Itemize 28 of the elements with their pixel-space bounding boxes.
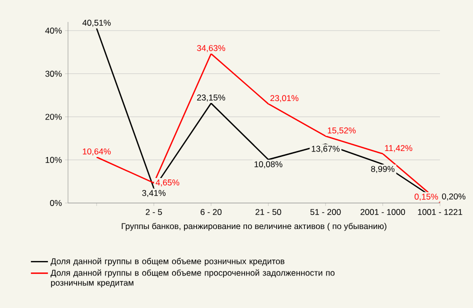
legend-label: Доля данной группы в общем объеме розничных кредитов — [50, 258, 284, 266]
x-axis-title: Группы банков, ранжирование по величине активов ( по убыванию) — [122, 222, 386, 231]
data-label: 0,15% — [414, 194, 438, 201]
y-tick-label: 20% — [45, 114, 62, 120]
x-tick-label: 2001 - 1000 — [360, 209, 406, 215]
data-label: 8,99% — [371, 166, 394, 173]
x-tick-label: 6 - 20 — [200, 209, 222, 215]
x-tick-label: 1001 - 1221 — [418, 209, 462, 215]
x-tick-label: 51 - 200 — [310, 209, 341, 215]
y-tick-label: 0% — [50, 200, 62, 206]
data-label: 3,41% — [142, 190, 166, 197]
data-label: 0,20% — [442, 193, 466, 200]
legend-label: Доля данной группы в общем объеме просроченной задолженности по розничным кредитам — [50, 269, 335, 288]
data-label: 34,63% — [197, 45, 226, 52]
x-tick-label: 2 - 5 — [146, 209, 162, 215]
data-label: 10,08% — [254, 161, 282, 168]
data-label: 13,67% — [312, 146, 340, 153]
y-tick-label: 10% — [46, 156, 62, 163]
y-tick-label: 30% — [45, 70, 62, 77]
data-label: 4,65% — [156, 179, 180, 186]
data-label: 15,52% — [328, 127, 356, 134]
x-tick-label: 21 - 50 — [256, 209, 282, 215]
data-label: 40,51% — [82, 20, 111, 27]
data-label: 11,42% — [385, 145, 412, 152]
data-label: 10,64% — [82, 148, 111, 156]
data-label: 23,15% — [197, 94, 226, 102]
data-label: 23,01% — [270, 95, 298, 102]
y-tick-label: 40% — [45, 28, 62, 34]
